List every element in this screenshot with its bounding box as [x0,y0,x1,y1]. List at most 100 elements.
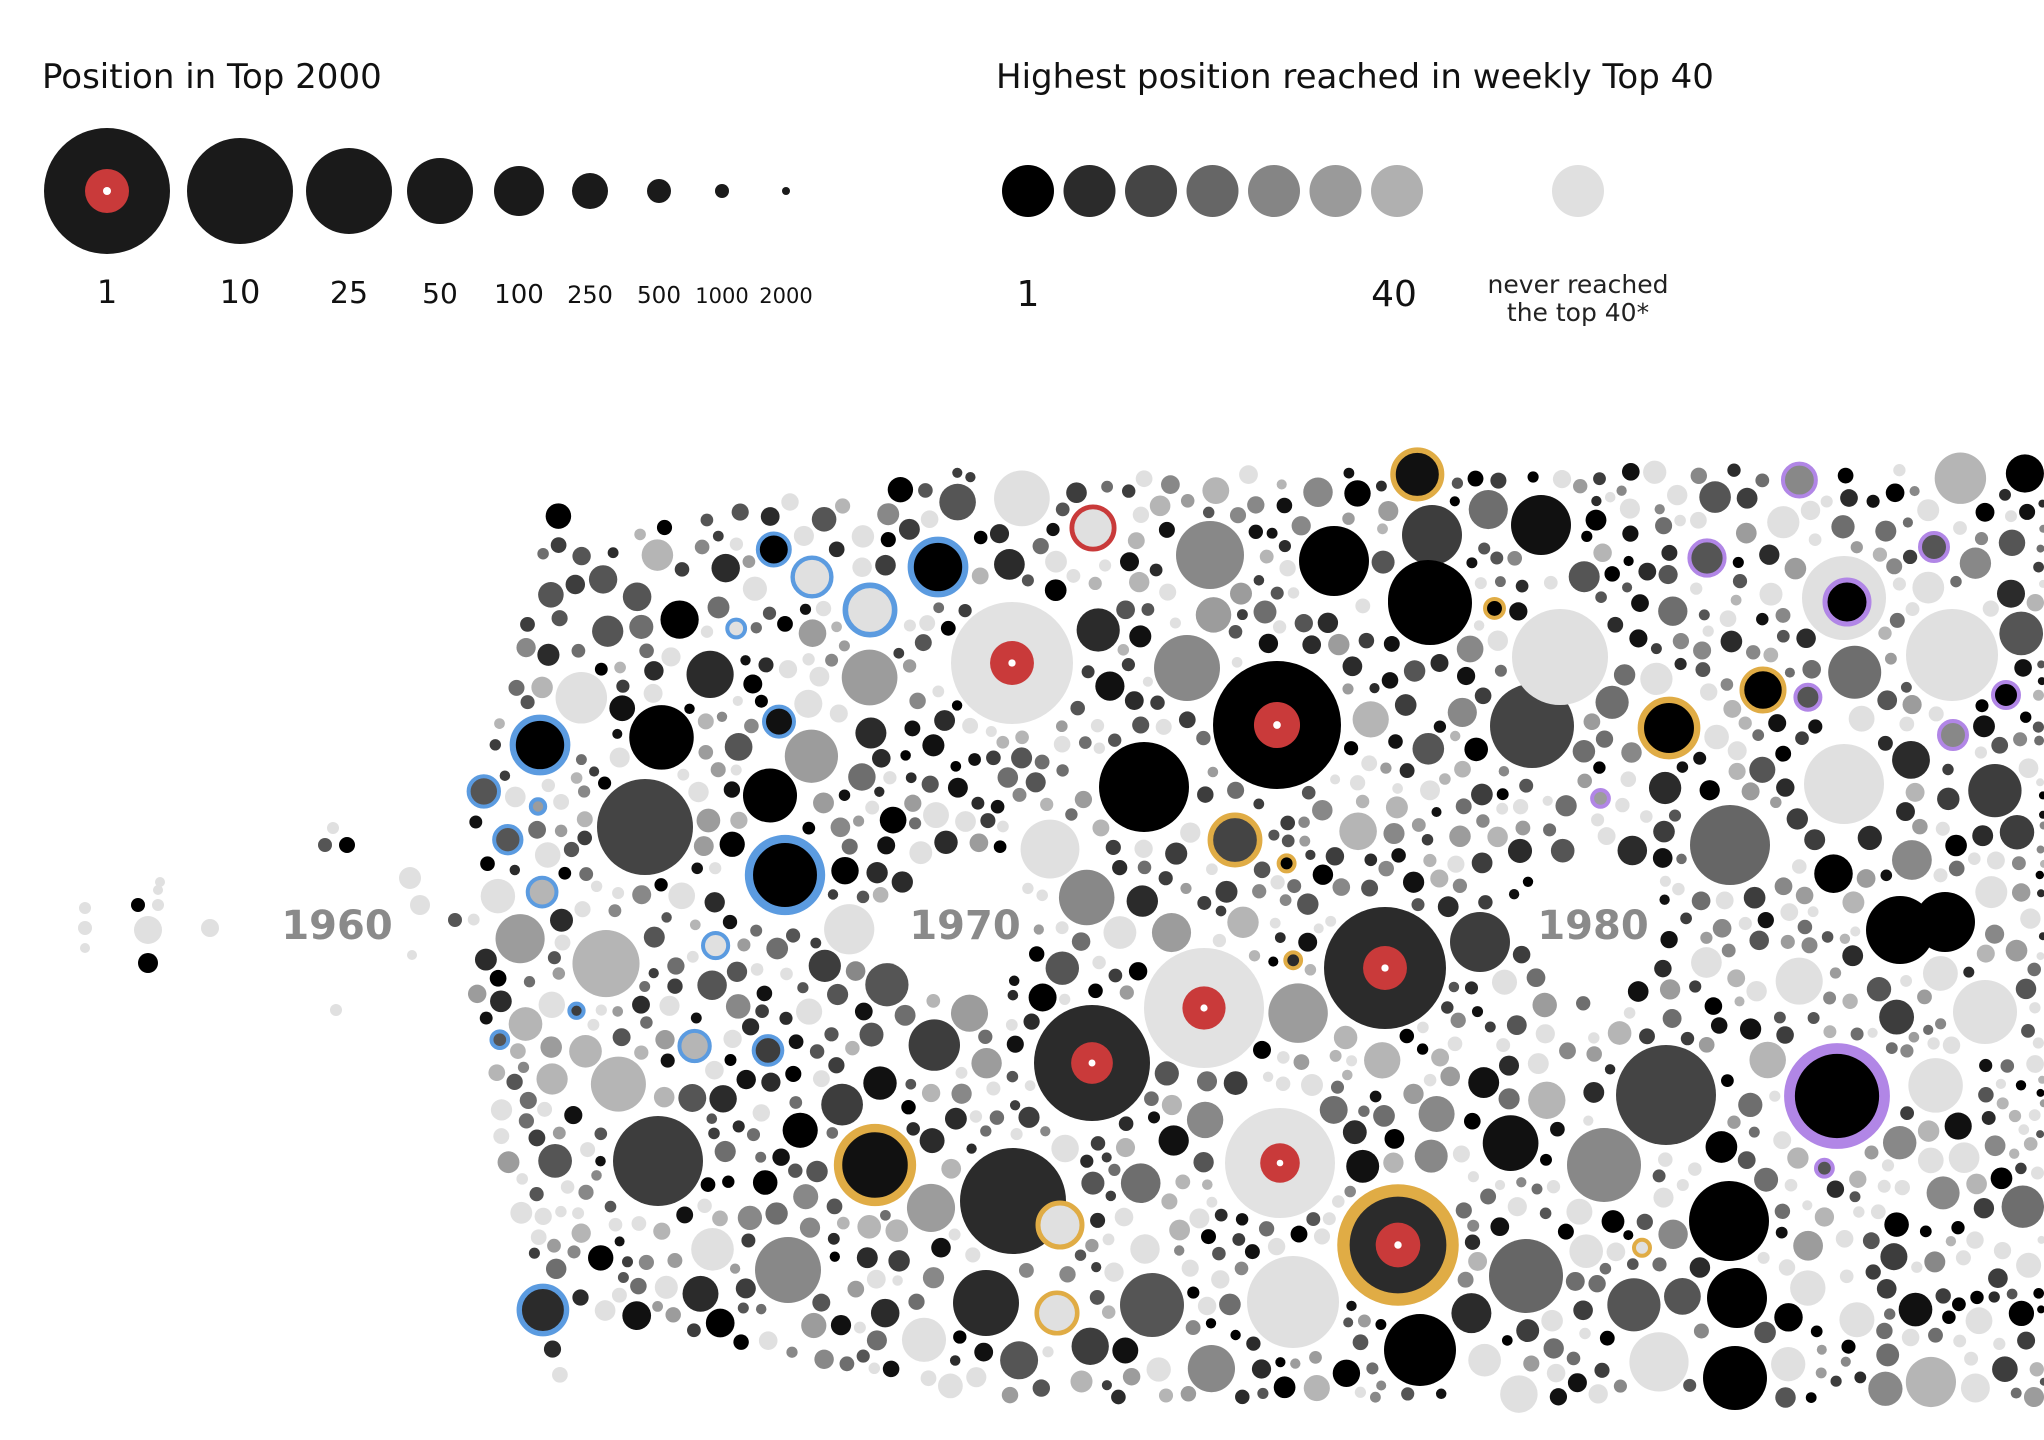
song-bubble [1884,1308,1896,1320]
song-bubble-circle [1842,891,1865,914]
song-bubble [567,1245,581,1259]
song-bubble [1629,629,1648,648]
song-bubble-circle [1963,966,1975,978]
song-bubble [1693,1323,1709,1339]
song-bubble [617,1271,629,1284]
song-bubble-circle [1130,1234,1160,1264]
song-bubble [1464,1234,1481,1250]
song-bubble [474,948,497,971]
song-bubble [1383,635,1400,652]
song-bubble [572,546,591,566]
song-bubble [1770,796,1782,809]
song-bubble [1993,1337,2006,1351]
song-bubble-circle [1235,1213,1249,1226]
song-bubble [1159,583,1177,601]
song-bubble-circle [1590,788,1611,809]
song-bubble-circle [1090,1212,1106,1228]
song-bubble-circle [971,567,989,585]
song-bubble-circle [944,1107,967,1130]
song-bubble-circle [201,919,219,937]
song-bubble-circle [1010,1128,1023,1141]
song-bubble-circle [1009,1100,1021,1111]
song-bubble [1748,1126,1760,1138]
song-bubble-circle [1091,1262,1102,1273]
song-bubble [1623,1007,1636,1019]
song-bubble-circle [497,1151,520,1174]
song-bubble [594,662,608,676]
song-bubble [1774,1303,1803,1332]
song-bubble [1121,658,1135,672]
song-bubble [931,1237,951,1258]
song-bubble-circle [980,813,996,829]
song-bubble-circle [1455,798,1472,815]
song-bubble [986,1081,1001,1096]
song-bubble [1784,1178,1798,1192]
song-bubble-circle [480,856,495,872]
song-bubble [1821,931,1834,943]
song-bubble-circle [1105,1190,1117,1202]
song-bubble [1342,512,1355,525]
song-bubble-circle [830,1314,852,1336]
song-bubble [504,786,526,808]
song-bubble [1690,511,1707,529]
song-bubble-circle [838,789,851,801]
song-bubble-circle [750,622,762,634]
song-bubble [1056,764,1069,777]
song-bubble [1601,1210,1625,1233]
song-bubble-circle [1909,486,1920,497]
song-bubble-circle [1926,1176,1960,1210]
song-bubble [980,1125,992,1137]
song-bubble-circle [1637,696,1701,760]
song-bubble-circle [1876,1343,1900,1367]
song-bubble [762,606,777,620]
song-bubble [1653,820,1675,843]
song-bubble [571,1223,591,1243]
song-bubble [1702,625,1714,637]
song-bubble [448,913,462,927]
song-bubble [750,622,762,634]
song-bubble [1180,822,1201,843]
song-bubble-circle [1793,1230,1823,1261]
song-bubble-circle [1411,818,1426,832]
song-bubble-circle [1270,875,1285,890]
record-hole-icon [1273,721,1281,729]
song-bubble [1196,1071,1218,1092]
song-bubble-circle [1273,1376,1296,1399]
song-bubble [1667,484,1688,506]
color-legend-max-label: 40 [1371,274,1417,315]
song-bubble [1805,1392,1817,1403]
song-bubble-circle [508,1007,543,1041]
song-bubble-circle [732,1120,745,1133]
song-bubble-circle [682,1275,719,1312]
song-bubble [1414,1139,1448,1173]
song-bubble [155,877,165,887]
song-bubble [1371,550,1395,574]
song-bubble [1870,1204,1886,1220]
song-bubble-circle [1101,480,1113,493]
song-bubble-circle [1908,1031,1920,1043]
song-bubble-circle [1801,937,1818,954]
song-bubble-circle [1449,825,1471,848]
song-bubble-circle [1299,526,1369,596]
song-bubble [848,763,876,791]
song-bubble-circle [1786,808,1808,830]
song-bubble [723,781,741,798]
song-bubble [1149,495,1171,517]
song-bubble-circle [1141,603,1155,616]
song-bubble [1637,696,1701,760]
song-bubble-circle [966,1143,977,1154]
song-bubble-circle [838,640,850,652]
song-bubble-circle [1364,853,1378,867]
song-bubble [732,695,743,706]
song-bubble-circle [1309,1351,1322,1364]
song-bubble [1732,573,1748,589]
song-bubble [1391,848,1406,863]
song-bubble [799,1217,821,1238]
song-bubble-circle [644,661,664,681]
song-bubble-circle [857,1214,882,1239]
song-bubble-circle [856,1349,870,1363]
song-bubble [538,582,564,608]
song-bubble-circle [756,985,773,1002]
song-bubble [577,785,591,798]
song-bubble [1120,552,1139,572]
